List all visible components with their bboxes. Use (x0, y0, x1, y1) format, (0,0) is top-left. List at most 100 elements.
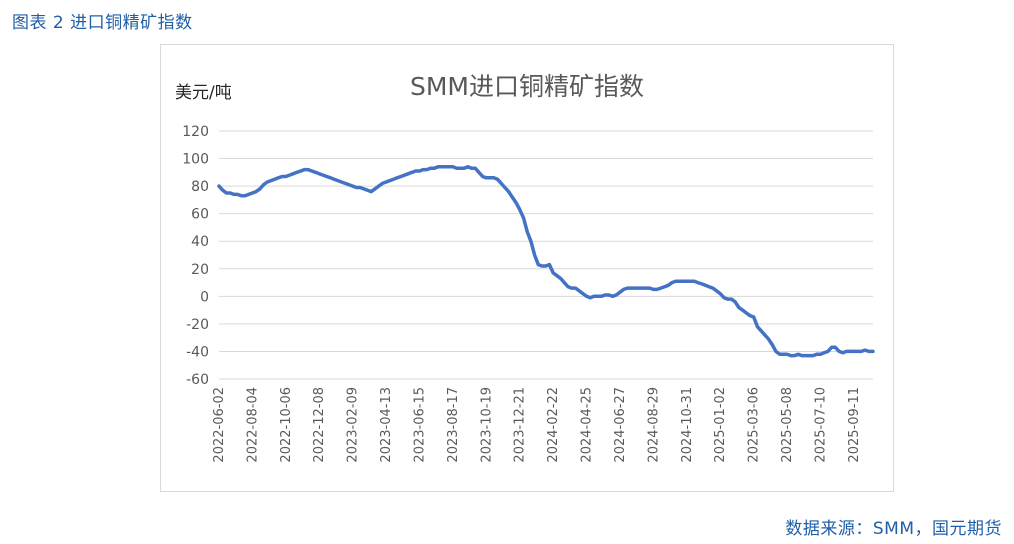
data-point (626, 286, 629, 290)
data-point (603, 293, 607, 297)
x-tick-label: 2023-08-17 (446, 387, 461, 463)
data-point (592, 295, 596, 298)
data-point (288, 173, 291, 177)
data-point (622, 288, 625, 291)
data-point (462, 167, 466, 170)
data-point (518, 208, 521, 211)
data-point (537, 263, 540, 266)
data-point (641, 286, 644, 290)
data-point (704, 284, 707, 287)
data-point (670, 281, 674, 284)
data-point (384, 180, 388, 184)
x-tick-label: 2025-05-08 (780, 387, 795, 463)
data-point (418, 169, 421, 173)
x-tick-label: 2022-06-02 (212, 387, 227, 463)
data-point (466, 165, 469, 168)
x-tick-label: 2025-07-10 (813, 387, 828, 463)
data-point (566, 285, 570, 288)
data-point (251, 191, 254, 195)
x-tick-label: 2023-10-19 (479, 387, 494, 463)
data-point (277, 176, 280, 179)
x-tick-label: 2025-03-06 (747, 387, 762, 463)
data-point (689, 280, 692, 283)
data-point (544, 264, 547, 268)
data-point (808, 354, 811, 357)
data-point (240, 194, 243, 197)
data-point (366, 189, 369, 192)
data-point (422, 168, 425, 171)
data-point (860, 350, 863, 353)
data-point (730, 297, 733, 301)
data-point (715, 289, 718, 292)
data-point (811, 354, 815, 357)
data-point (225, 191, 228, 195)
data-point (477, 171, 481, 174)
data-point (733, 300, 737, 303)
data-point (444, 165, 447, 168)
data-point (321, 173, 325, 177)
data-point (388, 179, 391, 182)
data-point (448, 165, 451, 168)
data-point (258, 187, 261, 191)
data-point (318, 172, 321, 175)
data-point (236, 193, 239, 196)
y-tick-label: 0 (200, 289, 209, 305)
data-point (474, 167, 477, 170)
data-point (381, 182, 384, 185)
data-point (849, 350, 852, 353)
data-point (804, 354, 807, 357)
data-point (425, 168, 429, 171)
x-tick-label: 2024-08-29 (646, 387, 661, 463)
data-point (611, 295, 614, 298)
data-point (299, 169, 302, 173)
data-point (845, 350, 848, 353)
axis-ticks: -60 -40 -20 0 20 40 60 80 100 120 2022-06-02 2022-0… (182, 124, 862, 463)
data-point (280, 175, 284, 178)
data-point (759, 329, 763, 332)
x-tick-label: 2023-12-21 (513, 387, 528, 463)
data-point (815, 353, 818, 356)
data-point (867, 350, 870, 353)
data-point (269, 179, 273, 182)
data-point (436, 165, 440, 168)
data-point (663, 285, 666, 288)
data-point (615, 293, 618, 297)
data-point (841, 351, 844, 354)
data-point (540, 264, 544, 268)
data-point (589, 296, 592, 299)
data-point (396, 176, 399, 179)
data-point (347, 183, 351, 186)
data-point (522, 216, 525, 219)
data-point (433, 167, 436, 170)
data-point (741, 308, 744, 312)
data-point (399, 175, 403, 178)
data-point (600, 295, 603, 298)
data-point (559, 277, 562, 280)
data-point (745, 311, 748, 315)
data-point (655, 288, 659, 291)
data-point (455, 167, 458, 170)
data-point (797, 353, 800, 356)
data-point (511, 195, 514, 199)
data-point (440, 165, 443, 168)
data-point (336, 179, 339, 182)
data-point (303, 168, 306, 171)
data-point (358, 186, 362, 189)
data-point (793, 354, 796, 357)
data-point (637, 286, 640, 290)
data-point (407, 172, 410, 175)
data-point (329, 176, 332, 179)
data-point (344, 182, 347, 185)
data-point (373, 187, 377, 191)
data-point (674, 280, 677, 283)
data-point (678, 280, 681, 283)
data-point (507, 190, 510, 193)
data-point (826, 350, 830, 353)
data-point (785, 353, 789, 356)
source-note: 数据来源：SMM，国元期货 (785, 519, 1002, 539)
data-point (578, 289, 581, 292)
y-tick-label: 120 (182, 124, 209, 140)
x-tick-label: 2023-06-15 (412, 387, 427, 463)
data-point (470, 167, 473, 170)
x-tick-label: 2023-02-09 (346, 387, 361, 463)
